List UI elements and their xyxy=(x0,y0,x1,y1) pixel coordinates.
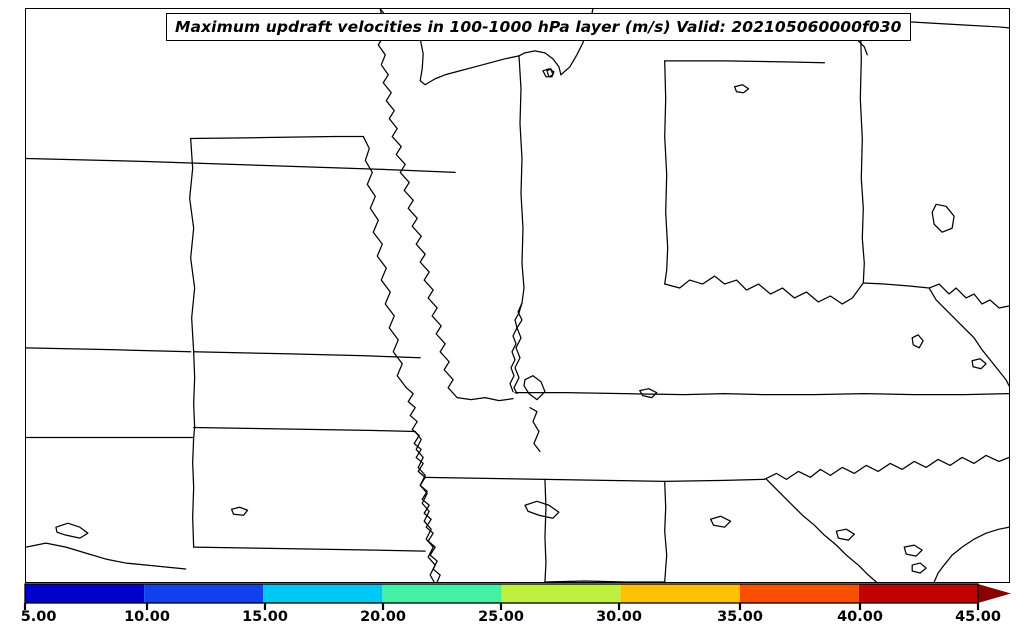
lake-michigan-shore xyxy=(519,51,561,75)
river-mark-tn-kentucky xyxy=(530,408,540,452)
border-ar-la xyxy=(194,547,426,551)
border-mn-sd xyxy=(377,9,457,398)
colorbar-ticklabel-20: 20.00 xyxy=(360,609,406,625)
inland-water-mark-a xyxy=(543,69,554,77)
water-mark-florida xyxy=(904,545,922,556)
border-tn-ms-al xyxy=(425,477,764,481)
colorbar-ticklabel-5: 5.00 xyxy=(20,609,57,625)
colorbar-ticklabel-40: 40.00 xyxy=(837,609,883,625)
border-mi-oh xyxy=(665,61,825,63)
plot-title-text: Maximum updraft velocities in 100-1000 h… xyxy=(175,18,902,36)
state-boundaries-map xyxy=(26,9,1009,582)
border-ia-mo xyxy=(194,352,421,358)
colorbar-tick-labels: 5.00 10.00 15.00 20.00 25.00 30.00 35.00 40.00 4… xyxy=(0,609,1033,633)
river-mark-confluence xyxy=(524,376,545,400)
border-sd-ne xyxy=(26,158,455,172)
border-in-oh xyxy=(665,61,668,284)
border-wi-il xyxy=(420,56,519,85)
border-oh-pa xyxy=(860,19,864,283)
water-mark-georgia xyxy=(836,529,854,540)
border-ne-ks xyxy=(26,348,191,352)
border-oh-wv xyxy=(863,283,1009,308)
border-il-in xyxy=(510,56,524,392)
colorbar-ticklabel-15: 15.00 xyxy=(242,609,288,625)
border-tn-nc xyxy=(764,455,1009,479)
colorbar-band-5-10 xyxy=(25,584,145,603)
border-ks-mo xyxy=(193,352,195,547)
water-mark-louisiana xyxy=(56,523,88,538)
water-mark-kentucky xyxy=(912,335,923,348)
colorbar-ticklabel-10: 10.00 xyxy=(124,609,170,625)
border-wv-va xyxy=(929,288,1009,386)
river-wabash xyxy=(514,303,522,394)
border-ms-al xyxy=(545,479,546,582)
plot-title-box: Maximum updraft velocities in 100-1000 h… xyxy=(166,13,911,41)
coast-gulf-florida xyxy=(934,527,1009,582)
colorbar-band-10-15 xyxy=(144,584,264,603)
coast-louisiana xyxy=(26,543,186,569)
border-al-fl xyxy=(545,581,665,582)
water-mark-coast-a xyxy=(912,563,926,573)
water-mark-mississippi xyxy=(525,501,559,518)
colorbar-ticklabel-25: 25.00 xyxy=(478,609,524,625)
colorbar-ticklabel-35: 35.00 xyxy=(717,609,763,625)
border-ky-tn xyxy=(515,393,1009,395)
border-mo-ar xyxy=(194,428,416,432)
border-al-ga xyxy=(665,481,667,582)
colorbar-band-20-25 xyxy=(382,584,502,603)
river-ohio xyxy=(665,276,864,304)
colorbar-band-35-40 xyxy=(739,584,859,603)
colorbar-band-15-20 xyxy=(263,584,383,603)
colorbar-band-30-35 xyxy=(620,584,740,603)
colorbar-swatches xyxy=(23,583,1011,610)
colorbar-ticklabel-45: 45.00 xyxy=(955,609,1001,625)
river-mississippi-lower xyxy=(415,432,435,582)
colorbar-band-40-45 xyxy=(858,584,978,603)
water-mark-arkansas xyxy=(232,507,248,515)
river-mississippi-mid xyxy=(406,388,440,582)
water-mark-virginia xyxy=(972,359,986,369)
colorbar-band-25-30 xyxy=(501,584,621,603)
water-mark-alabama xyxy=(711,516,731,527)
inland-water-mark-b xyxy=(735,85,749,93)
colorbar: 5.00 10.00 15.00 20.00 25.00 30.00 35.00 40.00 4… xyxy=(0,583,1033,633)
water-mark-tennessee xyxy=(640,389,657,398)
river-mississippi-upper xyxy=(363,137,406,388)
border-mark-pa-small xyxy=(932,204,954,232)
border-mo-il-se xyxy=(457,398,513,401)
border-ne-ia xyxy=(190,139,195,352)
colorbar-ticklabel-30: 30.00 xyxy=(596,609,642,625)
border-mn-ia xyxy=(191,137,364,139)
border-ga-sc xyxy=(766,479,876,582)
map-axes xyxy=(25,8,1010,583)
colorbar-extend-arrow xyxy=(978,584,1011,603)
